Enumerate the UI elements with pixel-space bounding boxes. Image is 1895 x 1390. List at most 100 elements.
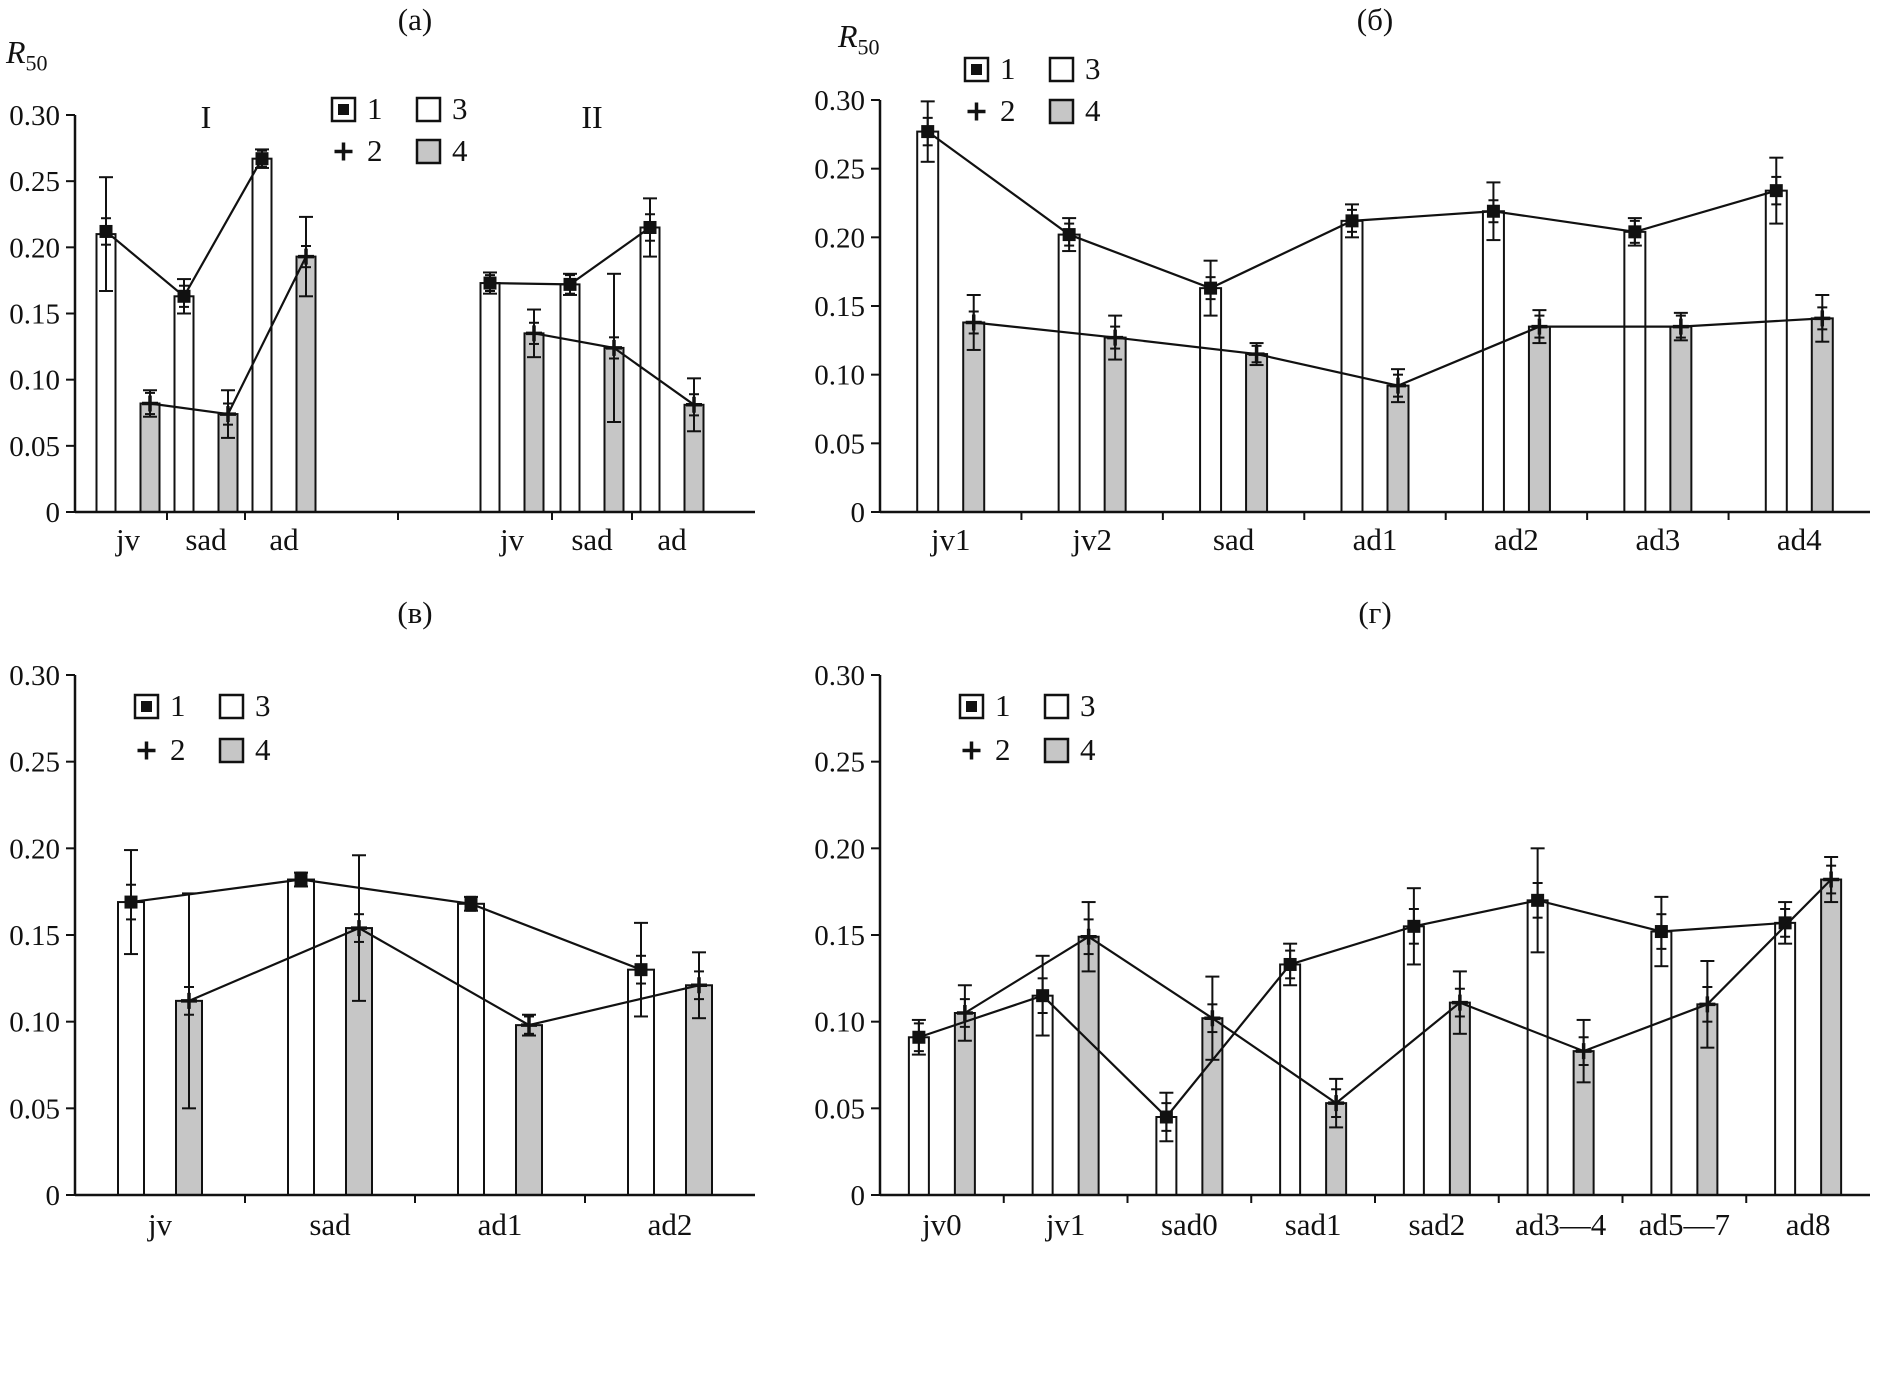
square-marker [1407, 919, 1421, 933]
legend-label: 1 [1000, 51, 1016, 86]
square-marker [634, 963, 648, 977]
series-line [918, 899, 1786, 1119]
bar [1820, 878, 1843, 1196]
square-marker [1283, 957, 1297, 971]
legend-label: 2 [170, 732, 186, 767]
bar [1245, 353, 1269, 514]
legend-item: 4 [1048, 93, 1101, 128]
filled-square-marker-icon-dot [966, 701, 977, 712]
gray-bar-icon [1048, 98, 1075, 125]
y-tick-label: 0.15 [814, 920, 865, 952]
square-marker [912, 1030, 926, 1044]
plus-marker [606, 339, 622, 356]
y-tick-label: 0.05 [814, 1093, 865, 1125]
y-tick-label: 0.10 [9, 1007, 60, 1039]
y-tick-label: 0.25 [814, 154, 865, 186]
chart-area: 0 0.05 0.10 0.15 0.20 0.25 0.30 jv1 jv2 sad ad1 ad2… [810, 0, 1895, 575]
line-series-1 [99, 149, 657, 308]
y-axis-label: R50 [838, 18, 880, 60]
legend-label: 1 [367, 91, 383, 126]
y-tick-label: 0.30 [814, 85, 865, 117]
square-marker [1204, 281, 1218, 295]
plus-marker [142, 395, 158, 412]
bar [1057, 233, 1081, 513]
category-label: jv [115, 522, 141, 557]
legend-label: 3 [1080, 688, 1096, 723]
bar [1103, 336, 1127, 513]
y-tick-label: 0 [851, 497, 866, 529]
panel-b: (б) R50 0 0.05 0.10 0.15 0.20 0.25 0.30 jv1 jv2 s… [810, 0, 1895, 575]
plus-marker [526, 325, 542, 342]
bar [907, 1036, 930, 1196]
line-series-1 [912, 882, 1792, 1132]
filled-square-marker-icon-dot [338, 104, 349, 115]
bar-error-bars [124, 849, 648, 1018]
chart-area: 0 0.05 0.10 0.15 0.20 0.25 0.30 jv sad ad1 ad2 1 3 2 4 [0, 575, 810, 1390]
y-axis-label: R50 [6, 34, 48, 76]
panel-title: (г) [1358, 595, 1392, 630]
ylabel-base: R [838, 18, 858, 54]
category-label: ad3 [1635, 522, 1680, 557]
square-marker [124, 895, 138, 909]
legend-label: 3 [1085, 51, 1101, 86]
plus-marker [691, 977, 707, 994]
series-line [105, 158, 263, 298]
group-label: II [581, 99, 602, 135]
legend-label: 2 [367, 133, 383, 168]
bar [1402, 925, 1425, 1196]
legend-label: 1 [995, 688, 1011, 723]
category-label: ad5—7 [1639, 1207, 1730, 1242]
y-tick-label: 0.15 [9, 299, 60, 331]
category-label: sad [309, 1207, 351, 1242]
plus-marker-icon [334, 142, 353, 161]
gray-bars [953, 878, 1843, 1197]
legend-item: 2 [137, 732, 186, 767]
filled-square-marker-icon-dot [971, 64, 982, 75]
panel-a: (а) R50 0 0.05 0.10 0.15 0.20 0.25 0.30 jv sad ad… [0, 0, 810, 575]
white-bar-icon [1048, 56, 1075, 83]
plus-marker [1672, 318, 1689, 335]
legend-label: 4 [452, 133, 468, 168]
legend-label: 1 [170, 688, 186, 723]
legend-item: 1 [958, 688, 1011, 723]
legend-item: 4 [1043, 732, 1096, 767]
bar [1386, 384, 1410, 513]
series-line [188, 926, 700, 1027]
bar [1199, 287, 1223, 513]
plus-marker-icon [962, 741, 981, 760]
bar [515, 1024, 543, 1196]
square-marker [1486, 204, 1500, 218]
category-label: jv1 [1045, 1207, 1086, 1242]
square-marker [921, 125, 935, 139]
legend-item: 4 [218, 732, 271, 767]
legend-label: 4 [1085, 93, 1101, 128]
y-tick-label: 0.25 [9, 166, 60, 198]
plus-marker [1204, 1010, 1221, 1027]
bar [1077, 935, 1100, 1196]
square-marker [643, 220, 657, 234]
category-label: ad2 [648, 1207, 693, 1242]
y-tick-label: 0.20 [814, 222, 865, 254]
y-tick-label: 0.30 [9, 660, 60, 692]
square-marker [1628, 225, 1642, 239]
chart-area: 0 0.05 0.10 0.15 0.20 0.25 0.30 jv sad ad jv sad ad I… [0, 0, 810, 575]
category-label: ad8 [1786, 1207, 1831, 1242]
ylabel-sub: 50 [25, 50, 48, 76]
square-marker [1531, 893, 1545, 907]
y-tick-label: 0.30 [9, 100, 60, 132]
plus-marker [351, 920, 367, 937]
line-series-1 [921, 116, 1783, 301]
category-label: sad0 [1161, 1207, 1218, 1242]
y-tick-label: 0.20 [9, 833, 60, 865]
legend: 1 3 2 4 [330, 91, 468, 168]
legend-item: 2 [967, 93, 1016, 128]
chart-canvas: 0 0.05 0.10 0.15 0.20 0.25 0.30 jv0 jv1 sad0 sad1 s… [814, 660, 1870, 1242]
bar [1650, 930, 1673, 1196]
y-tick-label: 0 [46, 497, 61, 529]
bar [559, 283, 581, 513]
bar [1774, 921, 1797, 1196]
y-tick-label: 0.05 [814, 428, 865, 460]
bar [1764, 189, 1788, 513]
bar [523, 332, 545, 513]
white-bar-icon [218, 693, 245, 720]
